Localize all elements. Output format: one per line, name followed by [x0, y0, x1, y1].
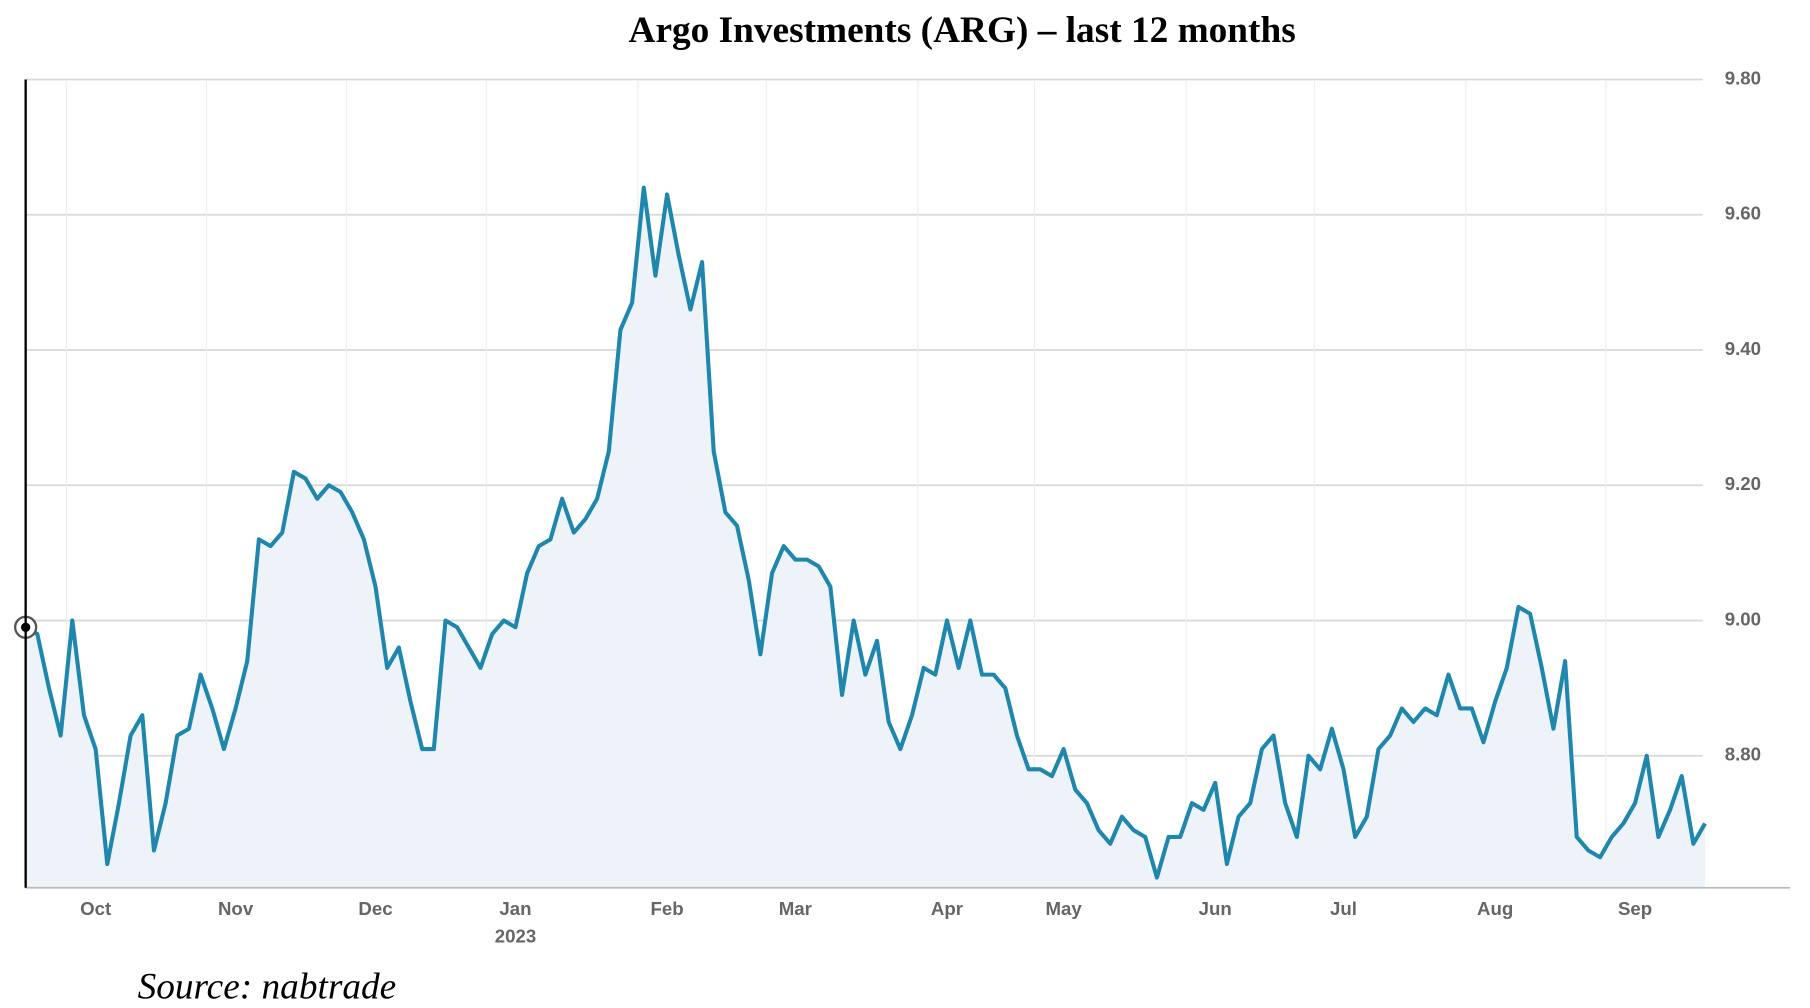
- x-tick-label: Nov: [218, 898, 254, 919]
- source-note: Source: nabtrade: [138, 966, 397, 1007]
- x-tick-label: Dec: [358, 898, 392, 919]
- x-tick-label: Oct: [80, 898, 111, 919]
- y-tick-label: 9.80: [1725, 67, 1761, 88]
- chart-title: Argo Investments (ARG) – last 12 months: [629, 10, 1296, 51]
- x-tick-label: Mar: [779, 898, 812, 919]
- x-tick-label: Sep: [1618, 898, 1652, 919]
- x-tick-label: Jun: [1199, 898, 1232, 919]
- y-tick-label: 9.40: [1725, 338, 1761, 359]
- area-fill: [25, 187, 1706, 888]
- x-year-label: 2023: [495, 926, 536, 947]
- y-tick-label: 9.60: [1725, 203, 1761, 224]
- x-tick-label: Jan: [499, 898, 531, 919]
- x-tick-label: Apr: [931, 898, 963, 919]
- x-tick-label: May: [1045, 898, 1082, 919]
- x-tick-label: Aug: [1477, 898, 1513, 919]
- y-tick-label: 9.00: [1725, 608, 1761, 629]
- y-tick-label: 9.20: [1725, 473, 1761, 494]
- x-tick-label: Jul: [1330, 898, 1357, 919]
- y-tick-label: 8.80: [1725, 744, 1761, 765]
- price-line: [24, 185, 1707, 880]
- x-tick-label: Feb: [651, 898, 684, 919]
